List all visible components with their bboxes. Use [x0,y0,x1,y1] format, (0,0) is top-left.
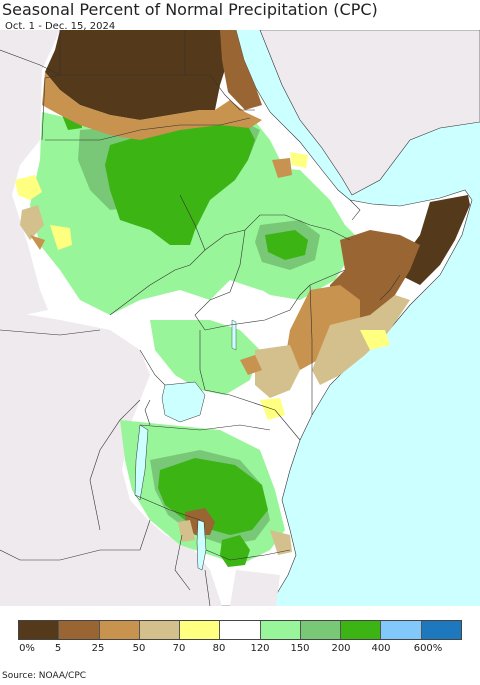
dry-somalia-core [400,195,470,285]
yellow-west-1 [15,175,42,200]
source-credit: Source: NOAA/CPC [2,671,87,681]
legend-label: 150 [290,643,310,654]
legend-label: 600% [413,643,443,654]
legend-label: 25 [91,643,105,654]
south-outside [230,570,280,606]
lake-victoria [161,381,206,423]
country-borders [0,30,401,606]
tan-ethiopia [272,158,292,178]
tan-sahara-edge [42,72,262,140]
date-range: Oct. 1 - Dec. 15, 2024 [5,21,116,32]
dark-green-sudan [105,120,255,245]
legend-label: 50 [132,643,146,654]
legend-swatch [59,621,100,639]
tan-malawi [178,520,195,542]
legend-swatch [260,621,301,639]
legend-swatch [180,621,221,639]
lake-turkana [231,319,237,351]
legend-label: 120 [250,643,270,654]
lake-malawi [196,519,207,571]
tan-red-sea [220,30,262,110]
dark-green-ethiopia [265,230,308,260]
yellow-ethiopia-north [290,152,308,168]
lake-tanganyika [134,424,149,501]
color-legend [18,620,462,640]
west-outside [0,30,60,320]
beige-somalia [312,295,410,385]
tan-kenya [255,345,300,398]
legend-label: 200 [331,643,351,654]
orange-somalia [285,285,360,370]
legend-labels: 0% 5 25 50 70 80 120 150 200 400 600% [0,643,480,657]
precipitation-map [0,30,480,606]
legend-swatch [421,621,461,639]
tan-west-1 [20,205,44,240]
tan-mozambique [270,530,292,555]
yellow-somalia [360,330,390,350]
yellow-west-2 [50,225,72,250]
arabian-peninsula [259,30,480,196]
tan-west-2 [30,235,45,250]
tan-kenya-2 [240,355,262,375]
legend-label: 0% [19,643,35,654]
legend-swatch [341,621,382,639]
south-west-outside [0,310,222,606]
legend-swatch [99,621,140,639]
legend-label: 400 [371,643,391,654]
legend-swatch [220,621,261,639]
map-title: Seasonal Percent of Normal Precipitation… [2,0,378,19]
legend-swatch [139,621,181,639]
legend-label: 70 [172,643,186,654]
legend-label: 80 [212,643,226,654]
legend-swatch [300,621,342,639]
legend-swatch [19,621,60,639]
legend-swatch [381,621,422,639]
legend-label: 5 [54,643,62,654]
